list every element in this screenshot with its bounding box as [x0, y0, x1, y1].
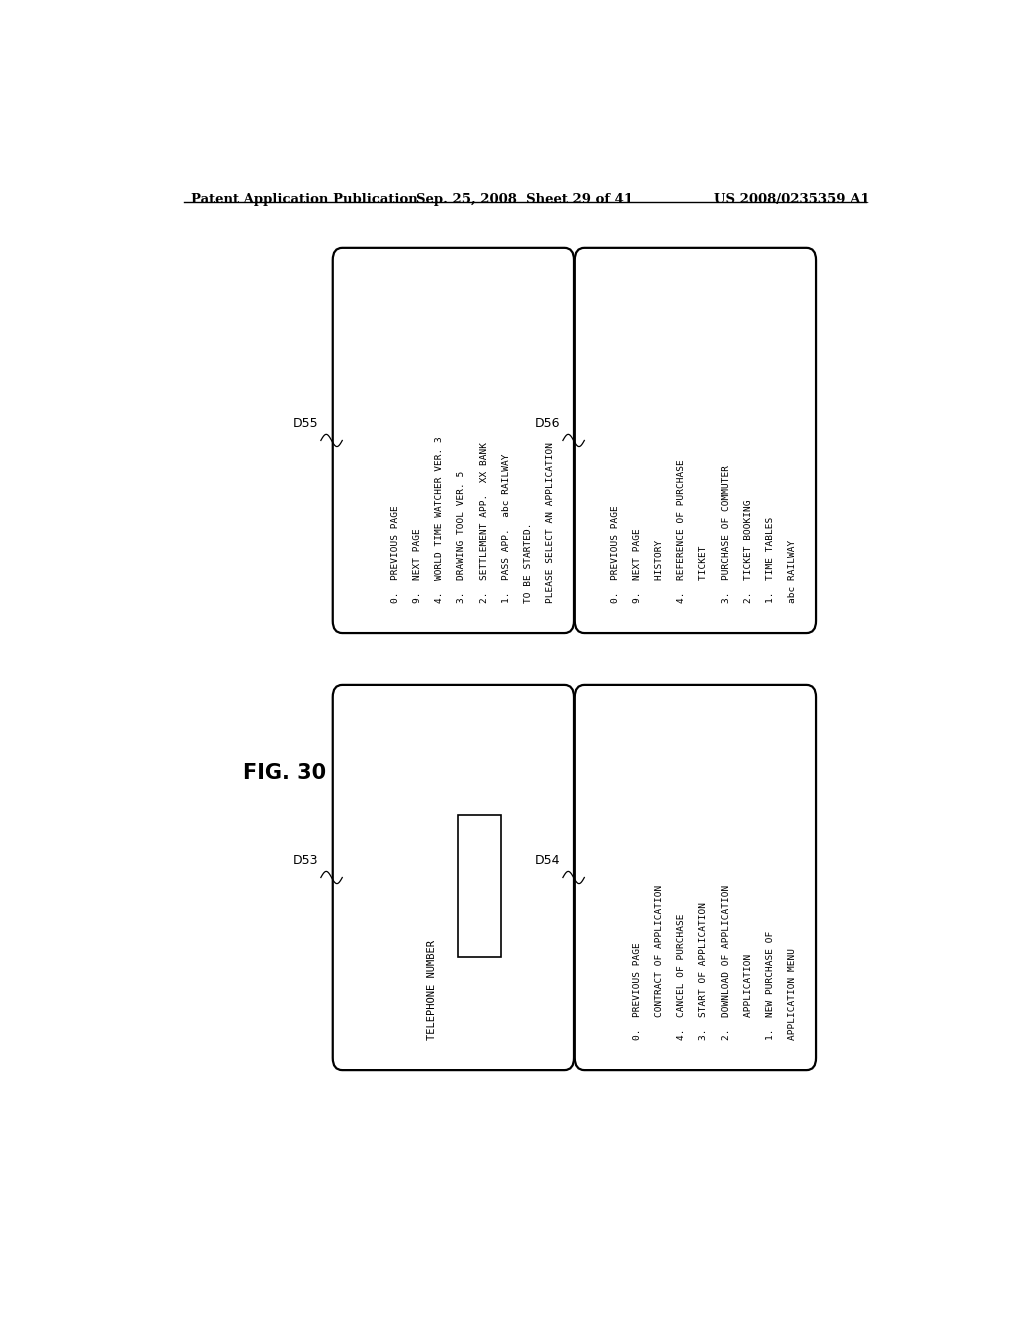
Text: Patent Application Publication: Patent Application Publication: [191, 193, 418, 206]
Text: 2.  DOWNLOAD OF APPLICATION: 2. DOWNLOAD OF APPLICATION: [722, 884, 730, 1040]
FancyBboxPatch shape: [574, 248, 816, 634]
Text: TELEPHONE NUMBER: TELEPHONE NUMBER: [427, 940, 436, 1040]
Text: TICKET: TICKET: [699, 545, 709, 602]
Text: 4.  REFERENCE OF PURCHASE: 4. REFERENCE OF PURCHASE: [677, 459, 686, 602]
Text: 1.  PASS APP.  abc RAILWAY: 1. PASS APP. abc RAILWAY: [502, 453, 511, 602]
Text: 4.  WORLD TIME WATCHER VER. 3: 4. WORLD TIME WATCHER VER. 3: [435, 436, 444, 602]
Text: US 2008/0235359 A1: US 2008/0235359 A1: [715, 193, 870, 206]
FancyBboxPatch shape: [333, 685, 574, 1071]
Text: 3.  PURCHASE OF COMMUTER: 3. PURCHASE OF COMMUTER: [722, 465, 730, 602]
Text: PLEASE SELECT AN APPLICATION: PLEASE SELECT AN APPLICATION: [546, 442, 555, 602]
Text: HISTORY: HISTORY: [655, 540, 664, 602]
FancyBboxPatch shape: [333, 248, 574, 634]
Text: CONTRACT OF APPLICATION: CONTRACT OF APPLICATION: [655, 884, 664, 1040]
Text: TO BE STARTED.: TO BE STARTED.: [524, 523, 534, 602]
Text: D55: D55: [293, 417, 318, 430]
Text: Sep. 25, 2008  Sheet 29 of 41: Sep. 25, 2008 Sheet 29 of 41: [416, 193, 634, 206]
Bar: [458, 814, 502, 957]
Text: 9.  NEXT PAGE: 9. NEXT PAGE: [633, 528, 642, 602]
Text: 2.  TICKET BOOKING: 2. TICKET BOOKING: [743, 499, 753, 602]
Text: APPLICATION: APPLICATION: [743, 953, 753, 1040]
Text: 4.  CANCEL OF PURCHASE: 4. CANCEL OF PURCHASE: [677, 913, 686, 1040]
Text: 1.  NEW PURCHASE OF: 1. NEW PURCHASE OF: [766, 931, 775, 1040]
Text: D54: D54: [535, 854, 560, 867]
Text: FIG. 30: FIG. 30: [243, 763, 327, 783]
Text: 3.  START OF APPLICATION: 3. START OF APPLICATION: [699, 902, 709, 1040]
Text: 0.  PREVIOUS PAGE: 0. PREVIOUS PAGE: [391, 504, 399, 602]
Text: 3.  DRAWING TOOL VER. 5: 3. DRAWING TOOL VER. 5: [458, 470, 466, 602]
Text: 0.  PREVIOUS PAGE: 0. PREVIOUS PAGE: [633, 942, 642, 1040]
FancyBboxPatch shape: [574, 685, 816, 1071]
Text: D53: D53: [293, 854, 318, 867]
Text: D56: D56: [535, 417, 560, 430]
Text: 9.  NEXT PAGE: 9. NEXT PAGE: [413, 528, 422, 602]
Text: 1.  TIME TABLES: 1. TIME TABLES: [766, 516, 775, 602]
Text: APPLICATION MENU: APPLICATION MENU: [788, 948, 798, 1040]
Text: abc RAILWAY: abc RAILWAY: [788, 540, 798, 602]
Text: 0.  PREVIOUS PAGE: 0. PREVIOUS PAGE: [610, 504, 620, 602]
Text: 2.  SETTLEMENT APP.  XX BANK: 2. SETTLEMENT APP. XX BANK: [479, 442, 488, 602]
